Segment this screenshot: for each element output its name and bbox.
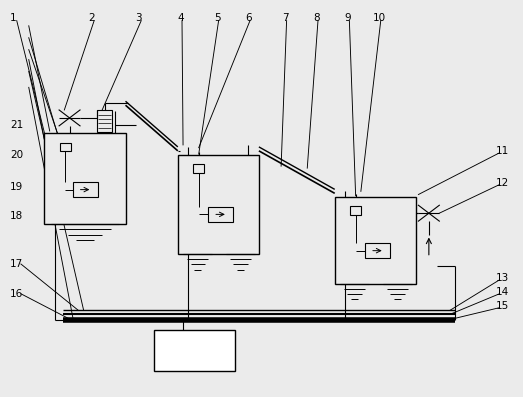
Bar xyxy=(44,133,126,224)
Text: 16: 16 xyxy=(10,289,24,299)
Text: 2: 2 xyxy=(88,13,95,23)
Text: 4: 4 xyxy=(177,13,184,23)
Text: 9: 9 xyxy=(345,13,351,23)
Bar xyxy=(73,182,98,197)
Text: 15: 15 xyxy=(495,301,509,311)
Text: 1: 1 xyxy=(10,13,16,23)
Text: 10: 10 xyxy=(372,13,386,23)
Bar xyxy=(60,143,71,151)
Text: 20: 20 xyxy=(10,150,24,160)
Bar xyxy=(335,197,416,284)
Bar xyxy=(97,110,112,132)
Text: 6: 6 xyxy=(245,13,252,23)
Text: 14: 14 xyxy=(495,287,509,297)
Bar xyxy=(350,206,361,215)
Text: 11: 11 xyxy=(495,146,509,156)
Text: 8: 8 xyxy=(313,13,320,23)
Text: 7: 7 xyxy=(282,13,288,23)
Text: 12: 12 xyxy=(495,177,509,188)
Bar xyxy=(154,330,235,371)
Text: 18: 18 xyxy=(10,211,24,222)
Bar xyxy=(193,164,204,173)
Bar xyxy=(208,207,233,222)
Text: 13: 13 xyxy=(495,273,509,283)
Text: 3: 3 xyxy=(135,13,142,23)
Text: 19: 19 xyxy=(10,181,24,192)
Bar xyxy=(365,243,390,258)
Text: 21: 21 xyxy=(10,120,24,130)
Bar xyxy=(178,155,259,254)
Text: 17: 17 xyxy=(10,259,24,269)
Text: 5: 5 xyxy=(214,13,220,23)
